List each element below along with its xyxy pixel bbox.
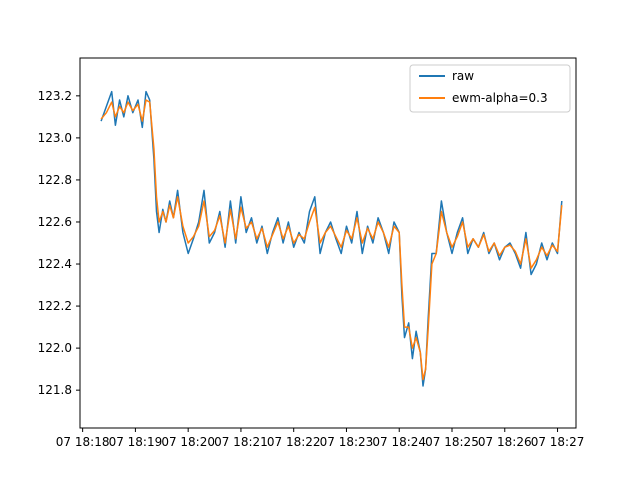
x-tick-label: 07 18:21: [214, 435, 268, 449]
y-tick-label: 122.8: [38, 173, 72, 187]
x-tick-label: 07 18:20: [161, 435, 215, 449]
x-tick-label: 07 18:22: [267, 435, 321, 449]
y-tick-label: 121.8: [38, 383, 72, 397]
y-tick-label: 122.0: [38, 341, 72, 355]
x-axis: 07 18:18 07 18:19 07 18:20 07 18:21 07 18:22…: [56, 428, 585, 449]
y-tick-label: 123.2: [38, 89, 72, 103]
legend-label-ewm: ewm-alpha=0.3: [452, 91, 548, 105]
legend: raw ewm-alpha=0.3: [409, 64, 571, 113]
legend-label-raw: raw: [452, 69, 474, 83]
y-tick-label: 122.6: [38, 215, 72, 229]
y-axis: 121.8 122.0 122.2 122.4 122.6 122.8 123.0 123.2: [38, 89, 80, 397]
x-tick-label: 07 18:27: [531, 435, 585, 449]
x-tick-label: 07 18:24: [372, 435, 426, 449]
y-tick-label: 122.4: [38, 257, 72, 271]
x-tick-label: 07 18:26: [478, 435, 532, 449]
y-tick-label: 122.2: [38, 299, 72, 313]
x-tick-label: 07 18:23: [320, 435, 374, 449]
legend-box: [409, 64, 571, 113]
series-layer: [100, 90, 563, 387]
x-tick-label: 07 18:18: [56, 435, 110, 449]
x-tick-label: 07 18:19: [109, 435, 163, 449]
series-line-ewm: [100, 99, 563, 381]
x-tick-label: 07 18:25: [425, 435, 479, 449]
y-tick-label: 123.0: [38, 131, 72, 145]
plot-frame: [79, 57, 577, 429]
